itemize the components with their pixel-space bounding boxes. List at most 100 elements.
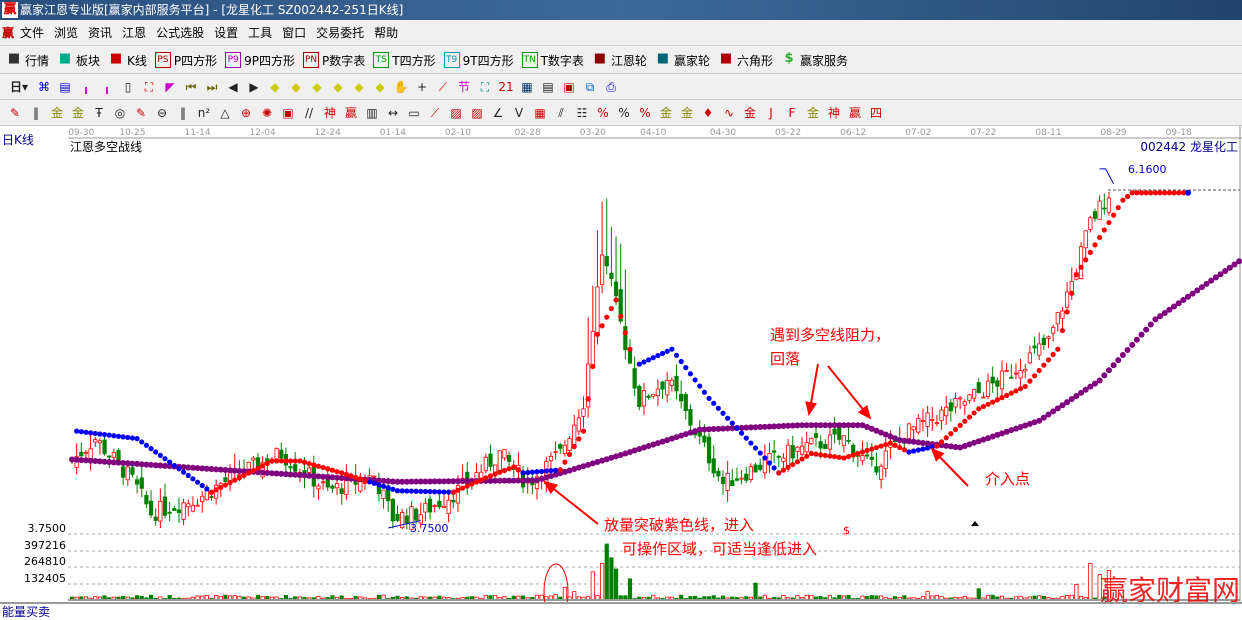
compass-icon[interactable]: ✺ — [261, 105, 273, 120]
gold4-icon[interactable]: 金 — [743, 105, 756, 120]
toolbar-blocks[interactable]: ■ 板块 — [57, 52, 100, 69]
zoom-left-icon[interactable]: ◆ — [270, 79, 280, 94]
zoom-out-icon[interactable]: ◆ — [375, 79, 385, 94]
doc-icon[interactable]: ▤ — [59, 79, 71, 94]
crosshair-icon[interactable]: + — [416, 79, 428, 94]
ruler-icon[interactable]: ▥ — [366, 105, 378, 120]
indicator-name[interactable]: 能量买卖 — [2, 605, 51, 619]
shen2-icon[interactable]: 神 — [827, 105, 840, 120]
width-icon[interactable]: ↔ — [387, 105, 399, 120]
last-icon[interactable]: ⏭ — [206, 79, 218, 94]
save-icon[interactable]: ▣ — [563, 79, 575, 94]
expand-icon[interactable]: ◆ — [312, 79, 322, 94]
ying2-icon[interactable]: 赢 — [848, 105, 861, 120]
toolbar-pn[interactable]: PN P数字表 — [303, 52, 365, 69]
notes-icon[interactable]: ▤ — [542, 79, 554, 94]
gold2-icon[interactable]: 金 — [71, 105, 84, 120]
stop-line-dot — [1157, 190, 1163, 196]
toolbar-dollar[interactable]: $ 赢家服务 — [781, 52, 848, 69]
shrink-icon[interactable]: ◆ — [333, 79, 343, 94]
toolbar-candles[interactable]: ■ K线 — [108, 52, 147, 69]
prev-icon[interactable]: ◀ — [228, 79, 238, 94]
rocket-icon[interactable]: ♦ — [702, 105, 714, 120]
calculator-icon[interactable]: ▦ — [521, 79, 533, 94]
candle-icon[interactable]: ▯ — [124, 79, 132, 94]
box-icon[interactable]: ▣ — [282, 105, 294, 120]
f-icon[interactable]: F — [788, 105, 796, 120]
menu-item[interactable]: 文件 — [20, 26, 45, 40]
j-icon[interactable]: J — [769, 105, 773, 120]
menu-item[interactable]: 工具 — [248, 26, 273, 40]
menu-item[interactable]: 窗口 — [282, 26, 307, 40]
fan-icon[interactable]: ⟋ — [430, 105, 440, 120]
first-icon[interactable]: ⏮ — [185, 79, 197, 94]
menu-item[interactable]: 交易委托 — [316, 26, 365, 40]
calendar-icon[interactable]: 21 — [498, 79, 514, 94]
pct2-icon[interactable]: % — [639, 105, 651, 120]
box2-icon[interactable]: ▨ — [450, 105, 462, 120]
ying-icon[interactable]: 赢 — [344, 105, 357, 120]
network-icon[interactable]: ⌘ — [38, 79, 50, 94]
pct1-icon[interactable]: % — [597, 105, 609, 120]
menu-item[interactable]: 资讯 — [88, 26, 113, 40]
menu-item[interactable]: 浏览 — [54, 26, 79, 40]
node-icon[interactable]: 节 — [457, 79, 470, 94]
tool1-icon[interactable]: Ŧ — [95, 105, 103, 120]
flag-icon[interactable]: ◤ — [165, 79, 175, 94]
lines-icon[interactable]: // — [304, 105, 314, 120]
pattern-icon[interactable]: ⛶ — [480, 79, 490, 94]
chart-type-icon[interactable]: ⛶ — [144, 79, 154, 94]
wave-icon[interactable]: ∿ — [723, 105, 735, 120]
bars3-icon[interactable]: ╻ — [82, 79, 90, 94]
toolbar-ts[interactable]: TS T四方形 — [373, 52, 436, 69]
menu-item[interactable]: 江恩 — [122, 26, 147, 40]
shen-icon[interactable]: 神 — [323, 105, 336, 120]
circle-icon[interactable]: ⊖ — [156, 105, 168, 120]
rect-icon[interactable]: ▭ — [408, 105, 420, 120]
line-icon[interactable]: ⟋ — [438, 79, 448, 94]
toolbar-t9[interactable]: T9 9T四方形 — [443, 52, 514, 69]
menu-item[interactable]: 帮助 — [374, 26, 399, 40]
angle-icon[interactable]: ∠ — [492, 105, 504, 120]
main-toolbar: ■ 行情 ■ 板块 ■ K线 PS P四方形 P9 9P四方形 PN P数字表 TS T四方形 T9 9T四方… — [0, 47, 1242, 74]
g5-icon[interactable]: 金 — [806, 105, 819, 120]
period-select[interactable]: 日▾ — [9, 79, 29, 94]
zoom-in-icon[interactable]: ◆ — [354, 79, 364, 94]
toolbar-ps[interactable]: PS P四方形 — [154, 52, 217, 69]
zoom-right-icon[interactable]: ◆ — [291, 79, 301, 94]
menu-item[interactable]: 设置 — [214, 26, 239, 40]
target-icon[interactable]: ⊕ — [240, 105, 252, 120]
toolbar-grid[interactable]: ■ 行情 — [6, 52, 49, 69]
n2-icon[interactable]: n² — [197, 105, 211, 120]
si-icon[interactable]: 四 — [869, 105, 882, 120]
table-icon[interactable]: ☷ — [576, 105, 588, 120]
pen2-icon[interactable]: ✎ — [135, 105, 147, 120]
spiral-icon[interactable]: ◎ — [114, 105, 126, 120]
triangle-icon[interactable]: △ — [220, 105, 230, 120]
toolbar-p9[interactable]: P9 9P四方形 — [225, 52, 295, 69]
toolbar-hexagon[interactable]: ■ 六角形 — [718, 52, 773, 69]
gold3-icon[interactable]: 金 — [680, 105, 693, 120]
pct-icon[interactable]: % — [618, 105, 630, 120]
box3-icon[interactable]: ▨ — [471, 105, 483, 120]
toolbar-tn[interactable]: TN T数字表 — [521, 52, 584, 69]
pen-icon[interactable]: ✎ — [9, 105, 21, 120]
menu-item[interactable]: 公式选股 — [156, 26, 205, 40]
network2-icon[interactable]: ⧉ — [585, 79, 595, 94]
parallel-icon[interactable]: ⫽ — [558, 105, 564, 120]
toolbar-gann-wheel[interactable]: ■ 江恩轮 — [592, 52, 647, 69]
candle-up — [739, 477, 744, 480]
next-icon[interactable]: ▶ — [249, 79, 259, 94]
gold1-icon[interactable]: 金 — [50, 105, 63, 120]
hash-icon[interactable]: ‖ — [33, 105, 39, 120]
stop-line-dot — [339, 470, 345, 476]
v-icon[interactable]: V — [514, 105, 524, 120]
toolbar-big-wheel[interactable]: ■ 赢家轮 — [655, 52, 710, 69]
grid2-icon[interactable]: ‖ — [180, 105, 186, 120]
kline-chart[interactable]: 09-30 10-25 11-14 12-04 12-24 01-14 02-10 02-28… — [0, 126, 1242, 602]
grid3-icon[interactable]: ▦ — [534, 105, 546, 120]
bars9-icon[interactable]: ╻ — [103, 79, 111, 94]
print-icon[interactable]: ⎙ — [606, 79, 616, 94]
coin-icon[interactable]: 金 — [659, 105, 672, 120]
hand-icon[interactable]: ✋ — [393, 79, 409, 94]
